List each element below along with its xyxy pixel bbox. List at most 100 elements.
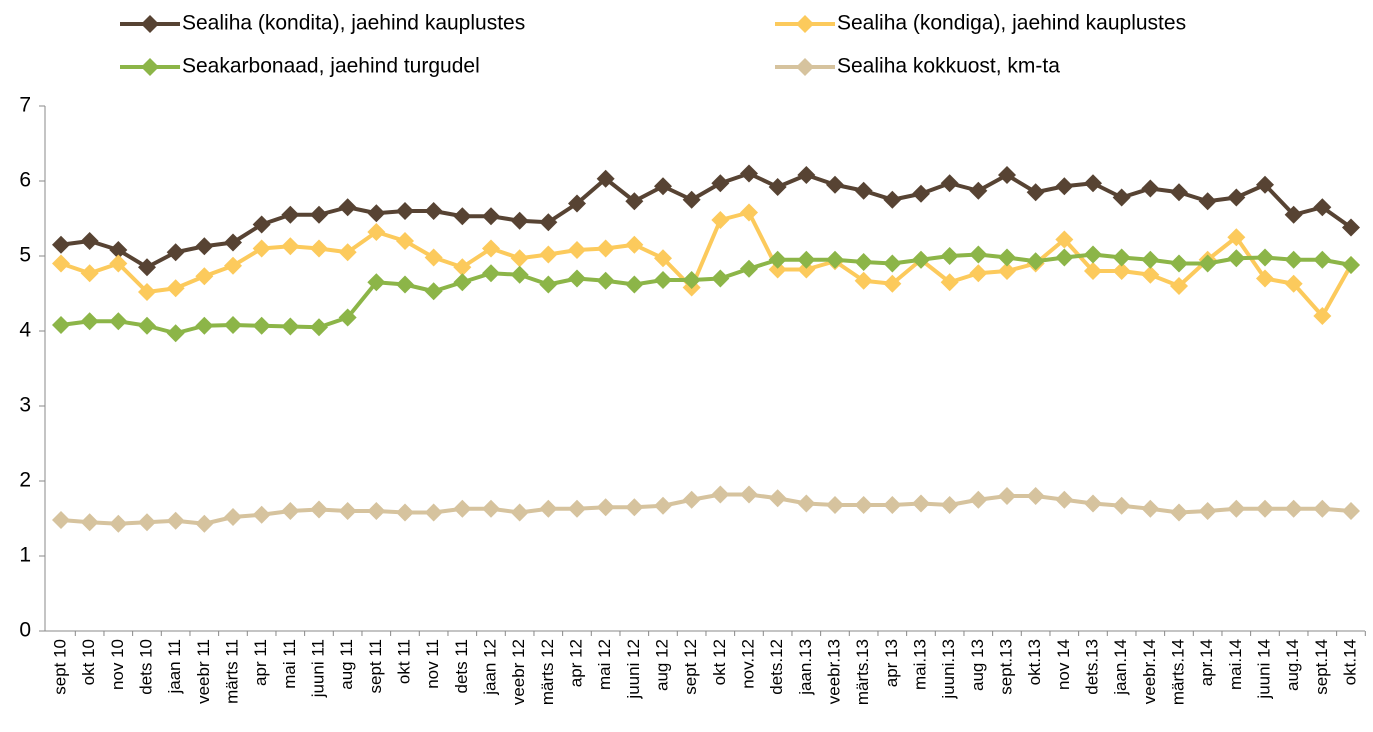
data-point (711, 174, 730, 193)
data-point (1256, 499, 1274, 518)
data-point (1284, 205, 1303, 224)
legend-label: Sealiha (kondiga), jaehind kauplustes (837, 12, 1186, 35)
data-point (539, 245, 558, 264)
data-point (969, 490, 988, 509)
data-point (482, 499, 500, 518)
data-point (539, 499, 558, 518)
data-point (138, 258, 156, 277)
data-point (682, 490, 701, 509)
data-point (740, 164, 758, 183)
x-tick-label: apr 11 (251, 639, 270, 686)
x-tick-label: apr 12 (566, 639, 585, 687)
data-point (912, 184, 930, 203)
data-point (195, 237, 214, 256)
data-point (654, 177, 672, 196)
y-tick-label: 6 (19, 169, 31, 192)
data-point (1055, 177, 1074, 196)
data-point (740, 203, 758, 222)
y-tick-label: 1 (19, 544, 31, 567)
data-point (797, 260, 816, 279)
data-point (109, 241, 128, 259)
data-point (1112, 248, 1131, 267)
y-tick-label: 4 (19, 319, 31, 342)
data-point (596, 271, 615, 290)
data-point (1026, 252, 1045, 271)
data-point (969, 245, 988, 264)
data-point (768, 250, 787, 269)
legend-marker (796, 58, 814, 76)
data-point (1256, 269, 1274, 288)
x-tick-label: mai.14 (1226, 639, 1245, 690)
legend-marker (141, 15, 159, 33)
data-point (396, 232, 414, 250)
data-point (482, 207, 500, 226)
data-point (252, 505, 271, 524)
y-tick-label: 2 (19, 469, 31, 492)
x-tick-label: aug 12 (652, 639, 671, 691)
x-tick-label: sept 12 (681, 639, 700, 695)
data-point (281, 502, 300, 520)
data-point (424, 282, 443, 301)
data-point (80, 513, 99, 532)
data-point (510, 211, 529, 230)
data-point (1141, 250, 1160, 269)
data-point (1026, 487, 1045, 505)
data-point (166, 279, 185, 298)
x-tick-label: jaan 11 (165, 639, 184, 695)
data-point (1256, 175, 1274, 194)
data-point (310, 205, 328, 224)
data-point (940, 496, 959, 514)
x-tick-label: jaan.14 (1111, 639, 1130, 696)
data-point (195, 514, 214, 533)
data-point (998, 487, 1016, 505)
legend-label: Sealiha kokkuost, km-ta (837, 55, 1060, 78)
data-point (711, 211, 730, 229)
data-point (109, 254, 128, 273)
x-tick-label: okt.13 (1025, 639, 1044, 685)
data-point (224, 316, 242, 334)
x-tick-label: sept 10 (50, 639, 69, 695)
series-line (60, 492, 1352, 526)
x-tick-label: veebr 11 (194, 639, 213, 704)
data-point (1141, 499, 1160, 518)
data-point (252, 215, 271, 234)
data-point (80, 264, 99, 283)
x-tick-label: dets.12 (767, 639, 786, 695)
x-tick-label: jaan.13 (796, 639, 815, 696)
data-point (281, 237, 300, 256)
legend-marker (141, 58, 159, 76)
data-point (854, 496, 873, 514)
data-point (1141, 179, 1160, 198)
data-point (883, 274, 902, 293)
data-point (367, 502, 386, 520)
x-tick-label: jaan 12 (480, 639, 499, 696)
data-point (1313, 307, 1332, 325)
data-point (654, 271, 672, 289)
data-point (940, 174, 959, 193)
data-point (138, 283, 156, 301)
data-point (1084, 245, 1102, 264)
data-point (195, 267, 214, 286)
data-point (1141, 265, 1160, 284)
series-line (60, 252, 1352, 336)
x-tick-label: apr.14 (1197, 639, 1216, 686)
data-point (625, 275, 644, 294)
y-tick-label: 3 (19, 394, 31, 417)
data-point (195, 316, 214, 335)
data-point (224, 233, 242, 252)
data-point (768, 178, 787, 196)
data-point (1170, 183, 1188, 202)
x-tick-label: dets.13 (1082, 639, 1101, 695)
data-point (1084, 494, 1102, 513)
legend-marker (796, 15, 814, 33)
data-point (338, 502, 357, 520)
data-point (252, 239, 271, 258)
x-tick-label: okt 11 (394, 639, 413, 684)
data-point (596, 239, 615, 258)
data-point (912, 250, 930, 269)
data-point (1026, 183, 1045, 202)
legend-label: Sealiha (kondita), jaehind kauplustes (182, 12, 525, 35)
data-point (854, 181, 873, 200)
y-tick-label: 0 (19, 619, 31, 642)
